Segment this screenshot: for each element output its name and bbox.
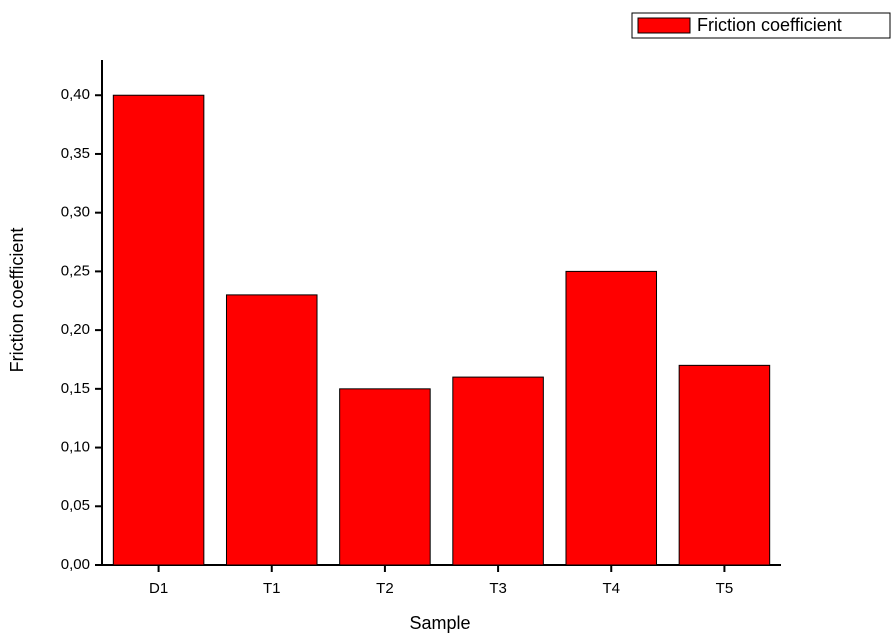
y-tick-label: 0,25	[61, 262, 90, 279]
y-axis-label: Friction coefficient	[7, 228, 27, 373]
y-tick-label: 0,40	[61, 86, 90, 103]
y-tick-label: 0,05	[61, 497, 90, 514]
bar	[452, 376, 544, 566]
x-tick-label: T5	[716, 580, 734, 597]
y-tick-label: 0,20	[61, 321, 90, 338]
bar	[678, 364, 771, 566]
bar	[225, 294, 318, 566]
bar	[339, 388, 431, 566]
x-tick-label: T2	[376, 580, 394, 597]
bar	[565, 270, 658, 566]
legend-swatch	[637, 17, 691, 34]
legend-label: Friction coefficient	[697, 15, 842, 35]
x-tick-label: D1	[149, 580, 168, 597]
y-tick-label: 0,15	[61, 380, 90, 397]
y-tick-label: 0,00	[61, 556, 90, 573]
x-tick-label: T4	[602, 580, 620, 597]
y-tick-label: 0,10	[61, 439, 90, 456]
x-tick-label: T3	[489, 580, 507, 597]
y-tick-label: 0,35	[61, 145, 90, 162]
bar	[112, 94, 205, 566]
y-tick-label: 0,30	[61, 204, 90, 221]
x-tick-label: T1	[263, 580, 281, 597]
x-axis-label: Sample	[409, 613, 470, 633]
